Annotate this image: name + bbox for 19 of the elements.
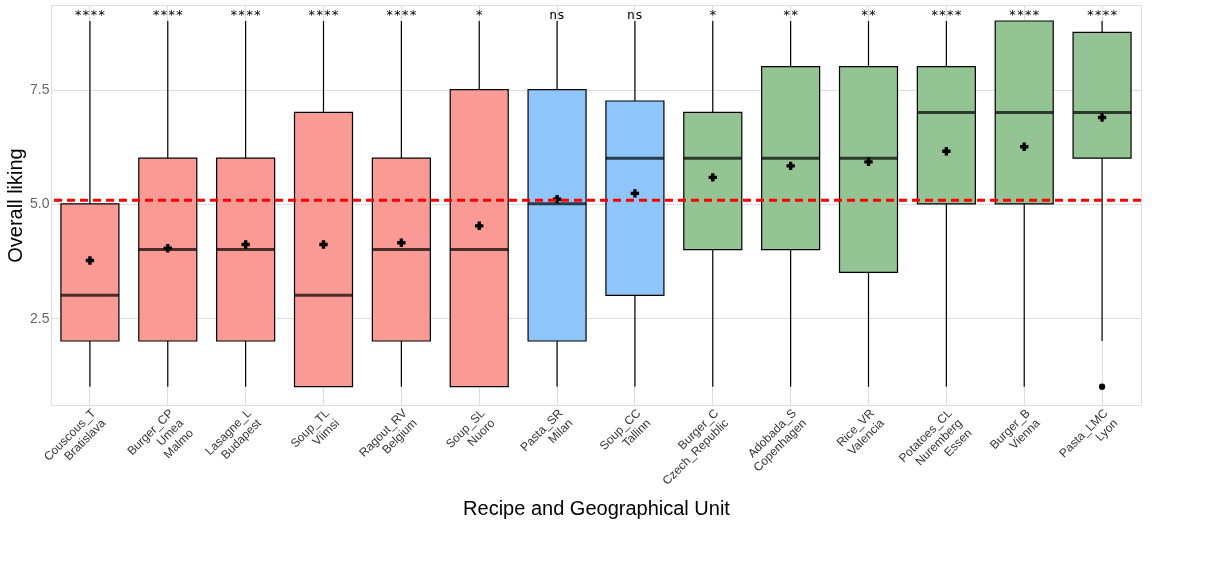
y-tick-label: 7.5 xyxy=(30,81,50,98)
annotation: **** xyxy=(385,7,418,22)
y-tick-label: 2.5 xyxy=(30,309,50,326)
annotation: **** xyxy=(1008,7,1040,22)
annotation: ** xyxy=(782,7,799,22)
annotation: ** xyxy=(860,7,877,22)
annotation: **** xyxy=(307,7,340,22)
y-axis-title: Overall liking xyxy=(4,148,27,263)
annotation: ns xyxy=(627,7,643,22)
annotation: **** xyxy=(229,7,262,22)
annotation: * xyxy=(708,7,717,22)
x-axis-title: Recipe and Geographical Unit xyxy=(463,496,731,519)
annotation: **** xyxy=(152,7,184,22)
y-tick-label: 5.0 xyxy=(30,195,50,212)
annotation: **** xyxy=(1086,7,1118,22)
annotation: **** xyxy=(74,7,106,22)
annotation: * xyxy=(475,7,484,22)
annotation: ns xyxy=(549,7,565,22)
annotation: **** xyxy=(930,7,963,22)
